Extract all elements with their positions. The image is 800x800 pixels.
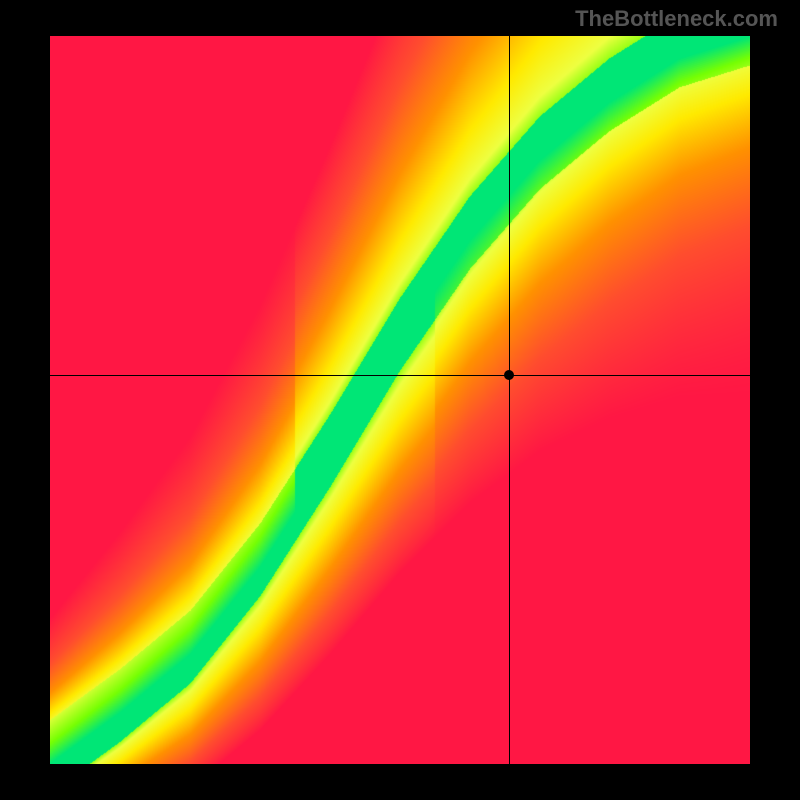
crosshair-vertical xyxy=(509,36,510,764)
bottleneck-heatmap xyxy=(50,36,750,764)
watermark-text: TheBottleneck.com xyxy=(575,6,778,32)
crosshair-horizontal xyxy=(50,375,750,376)
heatmap-canvas xyxy=(50,36,750,764)
selection-marker[interactable] xyxy=(504,370,514,380)
